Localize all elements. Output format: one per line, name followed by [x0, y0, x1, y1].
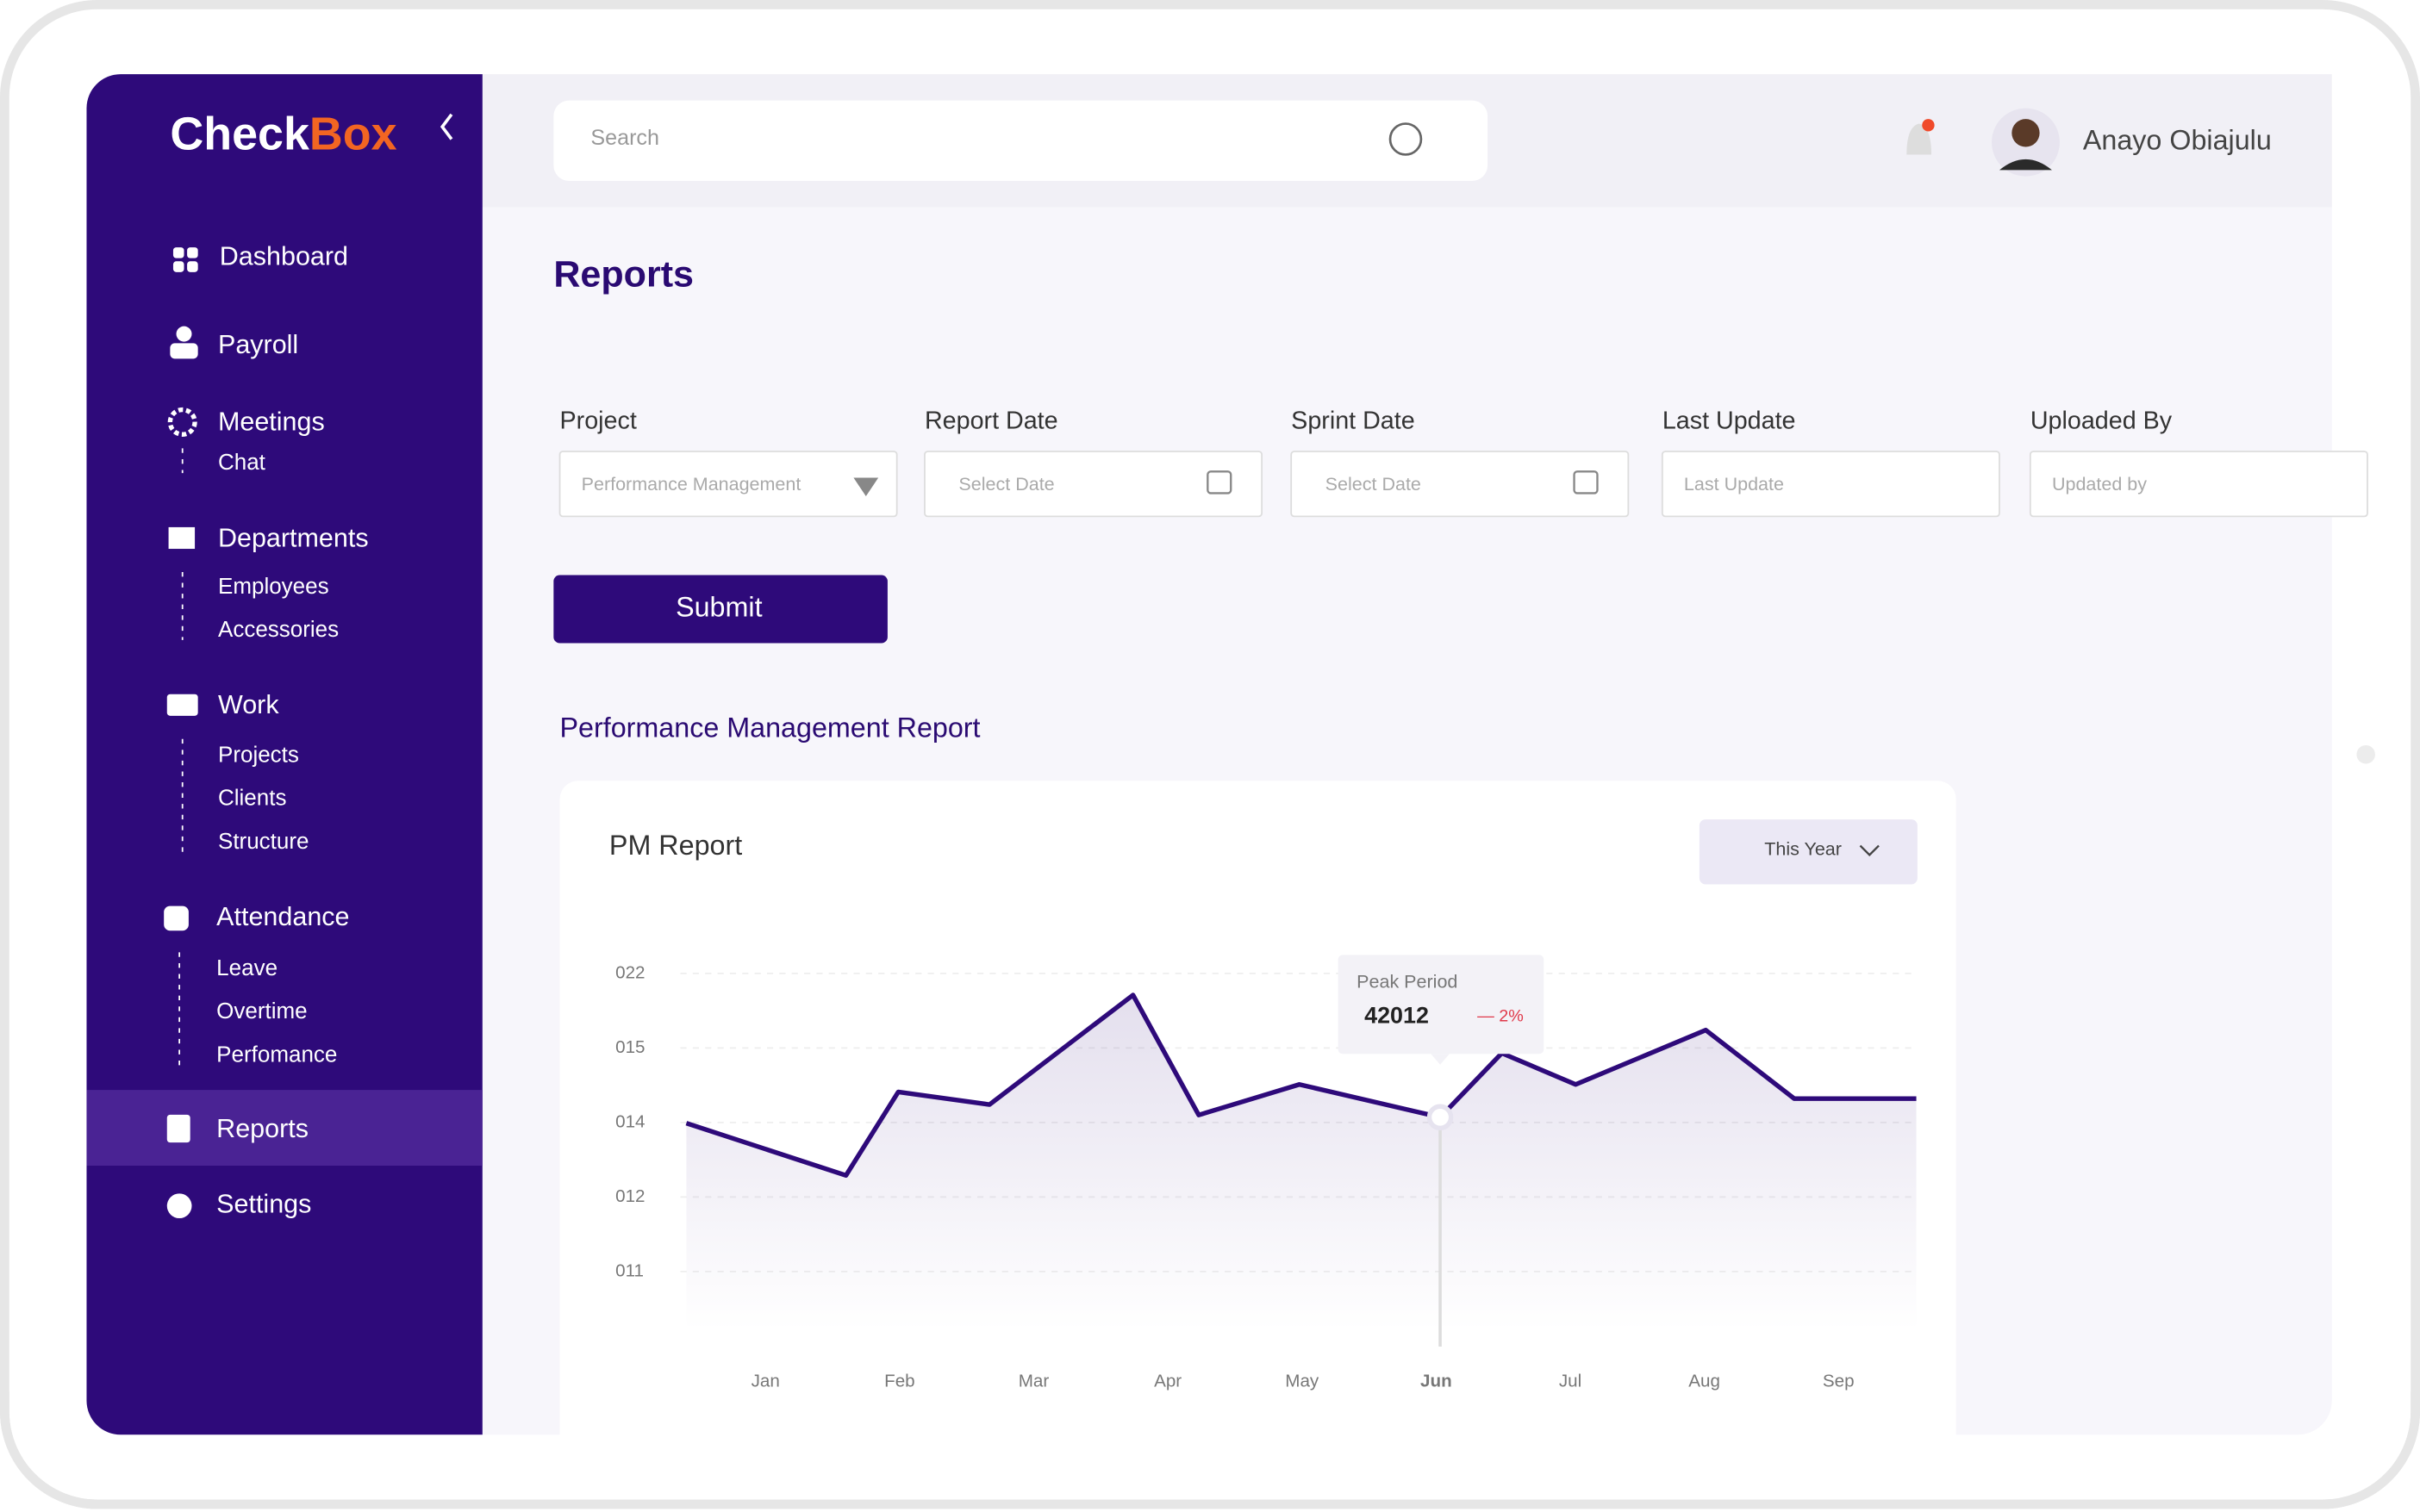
x-tick-label: May	[1285, 1372, 1319, 1391]
field-label: Sprint Date	[1291, 407, 1415, 434]
submit-button[interactable]	[553, 575, 888, 644]
line	[685, 992, 1917, 1178]
form: Project Performance Management Report Date…	[558, 407, 2368, 518]
y-tick-label: 022	[615, 962, 645, 982]
nav-subitem[interactable]: Overtime	[216, 998, 307, 1024]
nav-subitem[interactable]: Clients	[218, 785, 286, 811]
nav-subitem[interactable]: Employees	[218, 573, 329, 599]
icon	[168, 526, 196, 550]
nav-item[interactable]: Departments	[218, 523, 369, 552]
x-tick-label: Apr	[1154, 1372, 1182, 1391]
bell-icon[interactable]	[1906, 123, 1932, 155]
period-dropdown[interactable]	[1699, 819, 1918, 885]
field-placeholder: Last Update	[1684, 474, 1784, 495]
field-placeholder: Performance Management	[582, 474, 801, 495]
x-tick-label: Mar	[1019, 1372, 1050, 1391]
x-tick-label: Feb	[884, 1372, 915, 1391]
notification-dot	[1922, 119, 1935, 132]
field-input[interactable]	[924, 451, 1263, 518]
avatar-body	[1999, 159, 2052, 171]
field-label: Project	[560, 407, 637, 434]
y-tick-label: 015	[615, 1037, 645, 1057]
field-placeholder: Select Date	[958, 474, 1054, 495]
calendar-icon	[1207, 470, 1232, 495]
field-label: Uploaded By	[2030, 407, 2173, 434]
field-input[interactable]	[1661, 451, 2000, 518]
logo-part: Check	[170, 109, 309, 160]
highlight-point[interactable]	[1426, 1104, 1454, 1131]
icon	[187, 247, 198, 258]
nav-item[interactable]: Meetings	[218, 408, 325, 437]
field-input[interactable]	[1290, 451, 1630, 518]
field-placeholder: Updated by	[2052, 474, 2147, 495]
tree-lines	[178, 448, 184, 1067]
submit-label: Submit	[676, 592, 762, 623]
search-placeholder: Search	[590, 126, 659, 150]
side-button	[2356, 744, 2375, 764]
logo-part: Box	[309, 109, 397, 160]
icon	[170, 343, 198, 359]
field-label: Report Date	[925, 407, 1058, 434]
icon	[172, 261, 184, 272]
field-input[interactable]	[558, 451, 898, 518]
calendar-icon	[1573, 470, 1599, 495]
search-icon[interactable]	[1388, 122, 1423, 156]
field-input[interactable]	[2029, 451, 2368, 518]
tooltip-pointer	[1431, 1054, 1450, 1065]
nav-item[interactable]: Attendance	[216, 902, 349, 931]
icon	[166, 1193, 192, 1219]
nav-subitem[interactable]: Leave	[216, 955, 278, 980]
avatar-face	[2011, 119, 2040, 147]
chart-title: PM Report	[609, 830, 742, 861]
icon	[167, 407, 197, 437]
nav-item[interactable]: Reports	[216, 1114, 309, 1143]
nav-subitem[interactable]: Chat	[218, 449, 266, 475]
search-box[interactable]	[553, 100, 1488, 181]
frame-bottom	[0, 1391, 2420, 1509]
icon	[164, 905, 189, 931]
dropdown-chevron	[1859, 844, 1880, 856]
icon	[166, 1114, 190, 1143]
user-name: Anayo Obiajulu	[2083, 125, 2272, 156]
icon	[172, 247, 184, 258]
x-tick-label: Aug	[1688, 1372, 1720, 1391]
nav-item[interactable]: Dashboard	[220, 242, 348, 271]
page-title: Reports	[553, 254, 694, 296]
tooltip-value: 42012	[1364, 1002, 1429, 1028]
y-tick-label: 011	[615, 1260, 644, 1280]
line-area	[686, 994, 1917, 1332]
icon	[187, 261, 198, 272]
x-tick-label: Jan	[752, 1372, 780, 1391]
nav-subitem[interactable]: Perfomance	[216, 1042, 337, 1067]
active-nav-bg	[86, 1090, 483, 1167]
field-label: Last Update	[1662, 407, 1796, 434]
x-tick-label: Jun	[1420, 1372, 1452, 1391]
field-placeholder: Select Date	[1325, 474, 1421, 495]
nav-item[interactable]: Payroll	[218, 330, 298, 359]
nav-subitem[interactable]: Projects	[218, 741, 299, 767]
collapse-button[interactable]	[440, 113, 453, 140]
tooltip-change: — 2%	[1477, 1006, 1524, 1025]
y-tick-label: 014	[615, 1111, 645, 1131]
nav-item[interactable]: Work	[218, 690, 279, 719]
x-tick-label: Jul	[1559, 1372, 1581, 1391]
tooltip	[1338, 955, 1544, 1055]
dropdown-arrow	[853, 477, 879, 497]
chart: 022 015 014 012 011 Jan Feb Mar Apr May Jun Jul Aug S…	[615, 955, 1918, 1391]
section-title: Performance Management Report	[560, 712, 981, 744]
nav-subitem[interactable]: Accessories	[218, 616, 339, 642]
nav: Dashboard Payroll Meetings Chat Departments E…	[216, 242, 368, 1219]
nav-icons	[164, 247, 198, 1219]
nav-subitem[interactable]: Structure	[218, 828, 309, 854]
logo: CheckBox	[170, 109, 396, 160]
period-label: This Year	[1764, 839, 1842, 860]
nav-item[interactable]: Settings	[216, 1190, 311, 1219]
x-tick-label: Sep	[1823, 1372, 1855, 1391]
icon	[166, 694, 198, 716]
icon	[176, 326, 192, 342]
y-tick-label: 012	[615, 1186, 645, 1206]
tooltip-title: Peak Period	[1357, 971, 1457, 992]
